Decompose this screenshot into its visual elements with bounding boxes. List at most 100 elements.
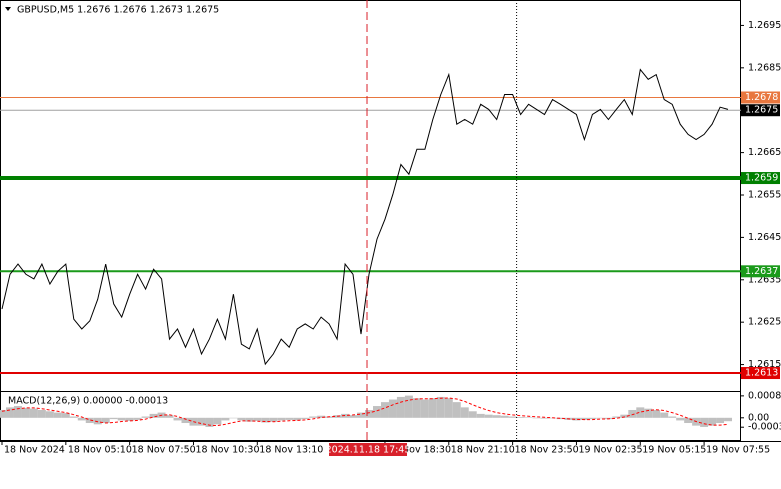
macd-bar [484,414,493,418]
x-tick-label: 18 Nov 2024 [4,445,65,456]
macd-bar [556,417,565,420]
y-tick-label: 1.2665 [748,147,781,158]
macd-bar [93,417,102,425]
x-tick-label: 18 Nov 18:30 [387,445,451,456]
macd-bar [652,409,661,418]
macd-bar [357,412,366,418]
x-tick-label: 18 Nov 07:50 [132,445,196,456]
macd-bar [285,417,294,420]
macd-bar [0,409,6,418]
x-tick-label: 19 Nov 07:55 [706,445,770,456]
y-tick-label: 1.2635 [748,274,781,285]
macd-bar [460,407,469,418]
macd-bar [205,417,214,427]
level-label: 1.2659 [745,173,778,184]
y-tick-label: 1.2695 [748,20,781,31]
x-tick-label: 19 Nov 02:35 [578,445,642,456]
level-label: 1.2637 [745,266,778,277]
level-label-box [741,91,780,104]
macd-bar [388,399,397,418]
chart-title: GBPUSD,M5 1.2676 1.2676 1.2673 1.2675 [17,5,219,16]
macd-bar [724,417,733,422]
macd-bar [436,396,445,418]
macd-bar [109,417,118,420]
macd-bar [125,417,134,421]
macd-bar [197,417,206,426]
macd-bar [173,417,182,421]
x-tick-label: 18 Nov 10:30 [195,445,259,456]
macd-bar [476,413,485,418]
macd-bar [420,399,429,418]
macd-bar [620,414,629,418]
macd-bar [668,416,677,418]
macd-bar [684,417,693,424]
macd-bar [612,416,621,418]
y-tick-label: 1.2625 [748,317,781,328]
y-tick-label: 1.2615 [748,359,781,370]
macd-bar [245,417,254,422]
macd-bar [221,417,230,421]
macd-bar [165,415,174,418]
macd-bar [77,417,86,421]
macd-bar [508,416,517,418]
macd-bar [317,415,326,418]
y-tick-label: 1.2685 [748,62,781,73]
macd-bar [213,417,222,425]
macd-bar [708,417,717,426]
macd-bar [492,415,501,418]
macd-bar [516,417,525,418]
level-label-box [741,265,780,278]
macd-bar [277,417,286,421]
x-tick-label: 18 Nov 13:10 [259,445,323,456]
y-tick-label: 1.2645 [748,232,781,243]
macd-bar [628,409,637,418]
price-line [1,68,729,366]
menu-arrow [5,7,11,11]
macd-bar [444,398,453,418]
y-tick-label: -0.00036 [748,422,781,433]
macd-bar [428,398,437,418]
macd-bar [61,413,70,418]
level-label: 1.2613 [745,368,778,379]
macd-bar [133,417,142,420]
signal-line [1,397,729,427]
macd-bar [301,417,310,420]
x-tick-label: 18 Nov 23:50 [515,445,579,456]
macd-bar [229,417,238,419]
level-label-box [741,367,780,380]
macd-bar [676,417,685,421]
last-price-box [741,104,780,117]
macd-bar [532,417,541,419]
macd-title: MACD(12,26,9) 0.00000 -0.00013 [8,396,168,407]
macd-bar [572,417,581,421]
macd-bar [588,417,597,420]
time-label: 2024.11.18 17:45 [326,445,411,456]
y-tick-label: 0.00084 [748,390,781,401]
macd-bar [269,417,278,422]
macd-bar [101,417,110,424]
macd-bar [372,406,381,418]
macd-bar [349,415,358,418]
macd-bar [660,412,669,418]
last-price-label: 1.2675 [745,105,778,116]
macd-bar [5,407,14,418]
macd-bar [181,417,190,424]
macd-bar [29,408,38,418]
time-label-box [329,443,408,456]
macd-bar [117,417,126,421]
macd-bar [580,417,589,420]
macd-bar [700,417,709,427]
macd-bar [365,409,373,418]
macd-bar [396,396,405,418]
macd-bar [293,417,302,421]
macd-bar [13,406,22,418]
macd-bar [404,395,413,418]
macd-bar [540,417,549,419]
macd-bar [141,416,150,418]
macd-bar [261,417,270,423]
x-tick-label: 18 Nov 05:10 [68,445,132,456]
macd-bar [149,413,158,418]
level-label: 1.2678 [745,92,778,103]
macd-bar [412,398,421,418]
